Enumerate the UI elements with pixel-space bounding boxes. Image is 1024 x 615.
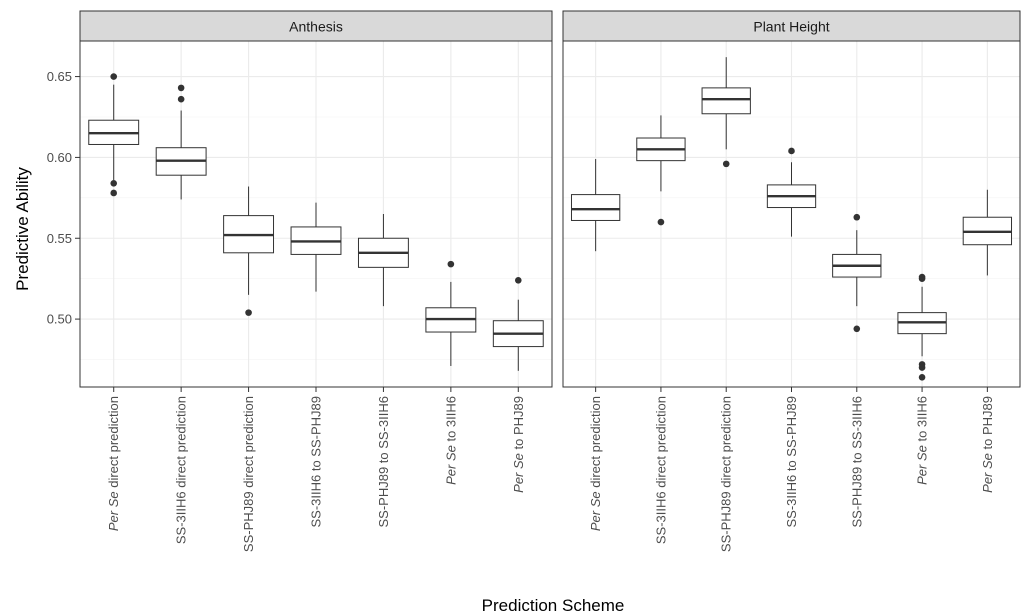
x-tick-label: SS-PHJ89 direct prediction xyxy=(719,396,734,552)
x-tick-label-italic: Per Se xyxy=(443,445,458,485)
x-axis-title: Prediction Scheme xyxy=(482,596,625,615)
outlier-point xyxy=(918,373,926,381)
outlier-point xyxy=(918,364,926,371)
outlier-point xyxy=(788,147,795,155)
x-tick-label: SS-PHJ89 to SS-3IIH6 xyxy=(849,396,864,528)
y-axis-title: Predictive Ability xyxy=(13,167,32,291)
x-tick-label: SS-3IIH6 direct prediction xyxy=(174,396,189,544)
x-tick-label: SS-3IIH6 direct prediction xyxy=(653,396,668,544)
x-tick-label-italic: Per Se xyxy=(980,453,995,493)
x-tick-label: SS-3IIH6 to SS-PHJ89 xyxy=(309,396,324,528)
y-tick-label: 0.50 xyxy=(47,312,72,327)
outlier-point xyxy=(447,260,455,268)
outlier-point xyxy=(918,275,926,282)
facet-title: Anthesis xyxy=(289,19,343,35)
outlier-point xyxy=(110,179,118,187)
facet-strip xyxy=(562,10,1021,42)
outlier-point xyxy=(245,309,252,316)
x-tick-label-text: to 3IIH6 xyxy=(443,396,458,445)
box-3 xyxy=(701,57,751,168)
x-tick-label: Per Se direct prediction xyxy=(106,396,121,531)
box-iqr xyxy=(570,194,621,221)
y-axis: 0.50 0.55 0.60 0.65 xyxy=(47,69,80,327)
box-7 xyxy=(962,189,1013,276)
box-5 xyxy=(357,214,409,307)
y-tick-label: 0.65 xyxy=(47,69,72,84)
outlier-point xyxy=(110,189,118,197)
x-tick-label-italic: Per Se xyxy=(915,445,930,485)
x-tick-label-italic: Per Se xyxy=(588,491,603,531)
outlier-point xyxy=(110,73,118,80)
box-7 xyxy=(492,276,544,371)
x-tick-label: Per Se to PHJ89 xyxy=(511,396,526,493)
facet-panel-plant-height: Plant Height Per Se direct prediction SS-3… xyxy=(562,10,1021,552)
x-tick-label: SS-PHJ89 to SS-3IIH6 xyxy=(376,396,391,528)
box-1 xyxy=(88,73,140,197)
x-tick-label: Per Se to 3IIH6 xyxy=(443,396,458,485)
outlier-point xyxy=(657,218,665,226)
box-5 xyxy=(832,213,882,333)
outlier-point xyxy=(853,325,861,333)
y-tick-label: 0.55 xyxy=(47,231,72,246)
box-3 xyxy=(223,186,275,316)
outlier-point xyxy=(177,95,185,103)
facet-strip xyxy=(79,10,553,42)
outlier-point xyxy=(853,213,861,221)
x-tick-label: SS-PHJ89 direct prediction xyxy=(241,396,256,552)
x-tick-label-text: direct prediction xyxy=(588,396,603,491)
x-tick-label-italic: Per Se xyxy=(511,453,526,493)
box-iqr xyxy=(701,87,751,115)
x-tick-label: SS-3IIH6 to SS-PHJ89 xyxy=(784,396,799,528)
box-1 xyxy=(570,159,621,252)
box-6 xyxy=(425,260,477,366)
x-tick-label: Per Se direct prediction xyxy=(588,396,603,531)
x-tick-label-text: to PHJ89 xyxy=(511,396,526,453)
box-6 xyxy=(897,273,947,381)
x-tick-label-italic: Per Se xyxy=(106,491,121,531)
box-4 xyxy=(290,202,342,292)
box-2 xyxy=(155,84,207,200)
outlier-point xyxy=(722,160,730,168)
x-tick-label-text: direct prediction xyxy=(106,396,121,491)
box-2 xyxy=(636,115,686,226)
facet-panels: Anthesis Per Se direct prediction SS-3IIH6… xyxy=(79,10,1021,552)
x-tick-label: Per Se to 3IIH6 xyxy=(915,396,930,485)
outlier-point xyxy=(177,84,185,92)
box-4 xyxy=(766,147,817,237)
facet-title: Plant Height xyxy=(753,19,829,35)
x-tick-label-text: to 3IIH6 xyxy=(915,396,930,445)
outlier-point xyxy=(514,276,522,284)
facet-panel-anthesis: Anthesis Per Se direct prediction SS-3IIH6… xyxy=(79,10,553,552)
y-tick-label: 0.60 xyxy=(47,150,72,165)
x-tick-label-text: to PHJ89 xyxy=(980,396,995,453)
x-tick-label: Per Se to PHJ89 xyxy=(980,396,995,493)
